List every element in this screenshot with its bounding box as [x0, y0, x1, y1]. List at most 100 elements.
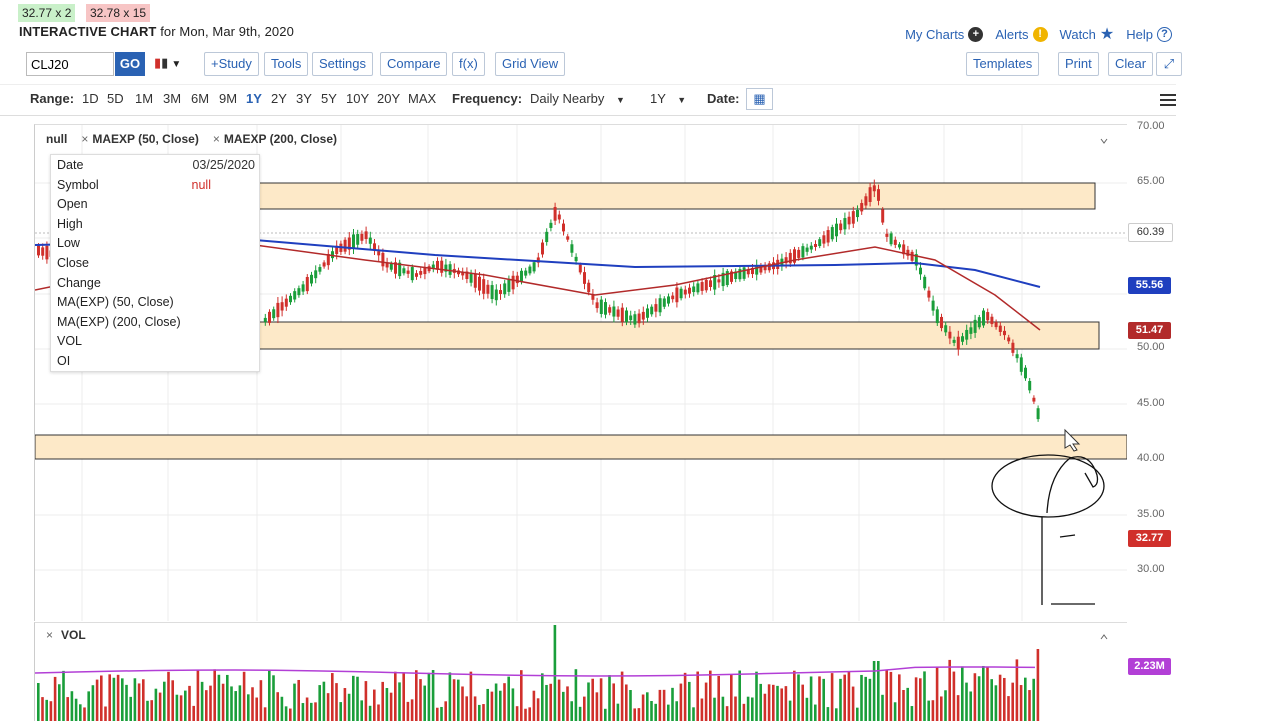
- volume-bar: [688, 681, 691, 721]
- volume-bar: [272, 675, 275, 721]
- candlestick-icon: ▮: [154, 55, 162, 70]
- volume-bar: [830, 673, 834, 721]
- candle: [1036, 408, 1040, 420]
- volume-bar: [62, 670, 65, 721]
- crosshair-price-tag: 60.39: [1128, 223, 1173, 242]
- expand-chevron-icon[interactable]: [1100, 634, 1108, 640]
- clear-button[interactable]: Clear: [1108, 52, 1154, 76]
- volume-bar: [352, 675, 355, 721]
- range-label: Range:: [30, 91, 75, 106]
- calendar-button[interactable]: ▦: [746, 88, 773, 110]
- candle: [368, 237, 372, 244]
- range-3m[interactable]: 3M: [163, 91, 182, 106]
- volume-bar: [322, 681, 326, 721]
- range-1d[interactable]: 1D: [82, 91, 99, 106]
- hand-annotation: [991, 454, 1105, 605]
- volume-bar: [461, 686, 464, 721]
- range-6m[interactable]: 6M: [191, 91, 210, 106]
- period-dropdown[interactable]: 1Y ▼: [650, 91, 687, 106]
- volume-bar: [314, 702, 317, 721]
- volume-bar: [398, 682, 401, 721]
- templates-button[interactable]: Templates: [966, 52, 1040, 76]
- range-5d[interactable]: 5D: [107, 91, 124, 106]
- volume-bar: [667, 704, 670, 721]
- print-button[interactable]: Print: [1058, 52, 1099, 76]
- go-button[interactable]: GO: [115, 52, 145, 76]
- settings-button[interactable]: Settings: [312, 52, 373, 76]
- range-9m[interactable]: 9M: [219, 91, 238, 106]
- volume-bar: [251, 687, 254, 721]
- ma200-tag[interactable]: × MAEXP (200, Close): [212, 132, 337, 146]
- candle: [776, 259, 780, 269]
- candle: [448, 264, 452, 275]
- watch-link[interactable]: Watch ★: [1059, 26, 1115, 43]
- add-study-button[interactable]: +Study: [204, 52, 259, 76]
- candle: [641, 311, 645, 320]
- range-1y[interactable]: 1Y: [246, 91, 262, 106]
- close-icon[interactable]: ×: [81, 132, 89, 146]
- range-2y[interactable]: 2Y: [271, 91, 287, 106]
- volume-bar: [473, 696, 477, 721]
- volume-bar: [692, 707, 695, 721]
- volume-bar: [528, 707, 531, 721]
- hamburger-menu-icon[interactable]: [1160, 91, 1176, 109]
- range-20y[interactable]: 20Y: [377, 91, 401, 106]
- range-max[interactable]: MAX: [408, 91, 437, 106]
- collapse-chevron-icon[interactable]: [1100, 138, 1108, 144]
- candle: [318, 267, 322, 272]
- fx-button[interactable]: f(x): [452, 52, 485, 76]
- last-price-tag: 32.77: [1128, 530, 1171, 547]
- support-zone-50: [254, 321, 1100, 350]
- volume-bar: [457, 679, 460, 721]
- tooltip-row-label: Symbol: [57, 177, 99, 192]
- close-icon[interactable]: ×: [212, 132, 220, 146]
- range-3y[interactable]: 3Y: [296, 91, 312, 106]
- compare-button[interactable]: Compare: [380, 52, 448, 76]
- expand-button[interactable]: ⤢: [1156, 52, 1182, 76]
- candle: [809, 245, 813, 250]
- candle: [562, 223, 565, 232]
- volume-bar: [217, 674, 221, 721]
- candle: [469, 273, 473, 283]
- candle: [990, 316, 994, 325]
- range-10y[interactable]: 10Y: [346, 91, 370, 106]
- my-charts-link[interactable]: My Charts +: [905, 26, 984, 42]
- candle: [973, 319, 977, 333]
- volume-bar: [37, 683, 40, 721]
- candle: [994, 322, 998, 328]
- candle: [872, 185, 876, 192]
- candle: [633, 314, 637, 325]
- frequency-dropdown[interactable]: Daily Nearby ▼: [530, 91, 625, 106]
- symbol-input[interactable]: [26, 52, 114, 76]
- volume-bar: [654, 703, 657, 721]
- volume-bar: [893, 702, 897, 721]
- volume-bar: [595, 692, 599, 721]
- help-link[interactable]: Help?: [1126, 26, 1172, 42]
- candle: [444, 264, 448, 272]
- volume-bar: [570, 701, 573, 721]
- candle: [595, 302, 599, 309]
- candle: [528, 266, 532, 274]
- volume-bar: [301, 703, 305, 721]
- chart-type-dropdown[interactable]: ▮▮ ▼: [154, 55, 182, 70]
- price-chart[interactable]: [34, 124, 1127, 621]
- help-icon: ?: [1157, 26, 1172, 42]
- volume-bar: [574, 669, 578, 721]
- candle: [961, 336, 964, 342]
- ma50-tag[interactable]: × MAEXP (50, Close): [81, 132, 199, 146]
- volume-bar: [919, 678, 922, 721]
- volume-bar: [1036, 649, 1040, 721]
- alerts-link[interactable]: Alerts!: [995, 26, 1048, 42]
- grid-view-button[interactable]: Grid View: [495, 52, 566, 76]
- close-icon[interactable]: ×: [46, 628, 54, 642]
- price-chart-canvas[interactable]: [35, 125, 1127, 621]
- volume-bar: [104, 706, 107, 721]
- volume-bar: [881, 694, 884, 721]
- candle: [940, 316, 943, 329]
- tools-button[interactable]: Tools: [264, 52, 309, 76]
- volume-bar: [45, 699, 48, 721]
- volume-bar: [839, 678, 842, 721]
- range-5y[interactable]: 5Y: [321, 91, 337, 106]
- volume-bar: [801, 684, 804, 721]
- range-1m[interactable]: 1M: [135, 91, 154, 106]
